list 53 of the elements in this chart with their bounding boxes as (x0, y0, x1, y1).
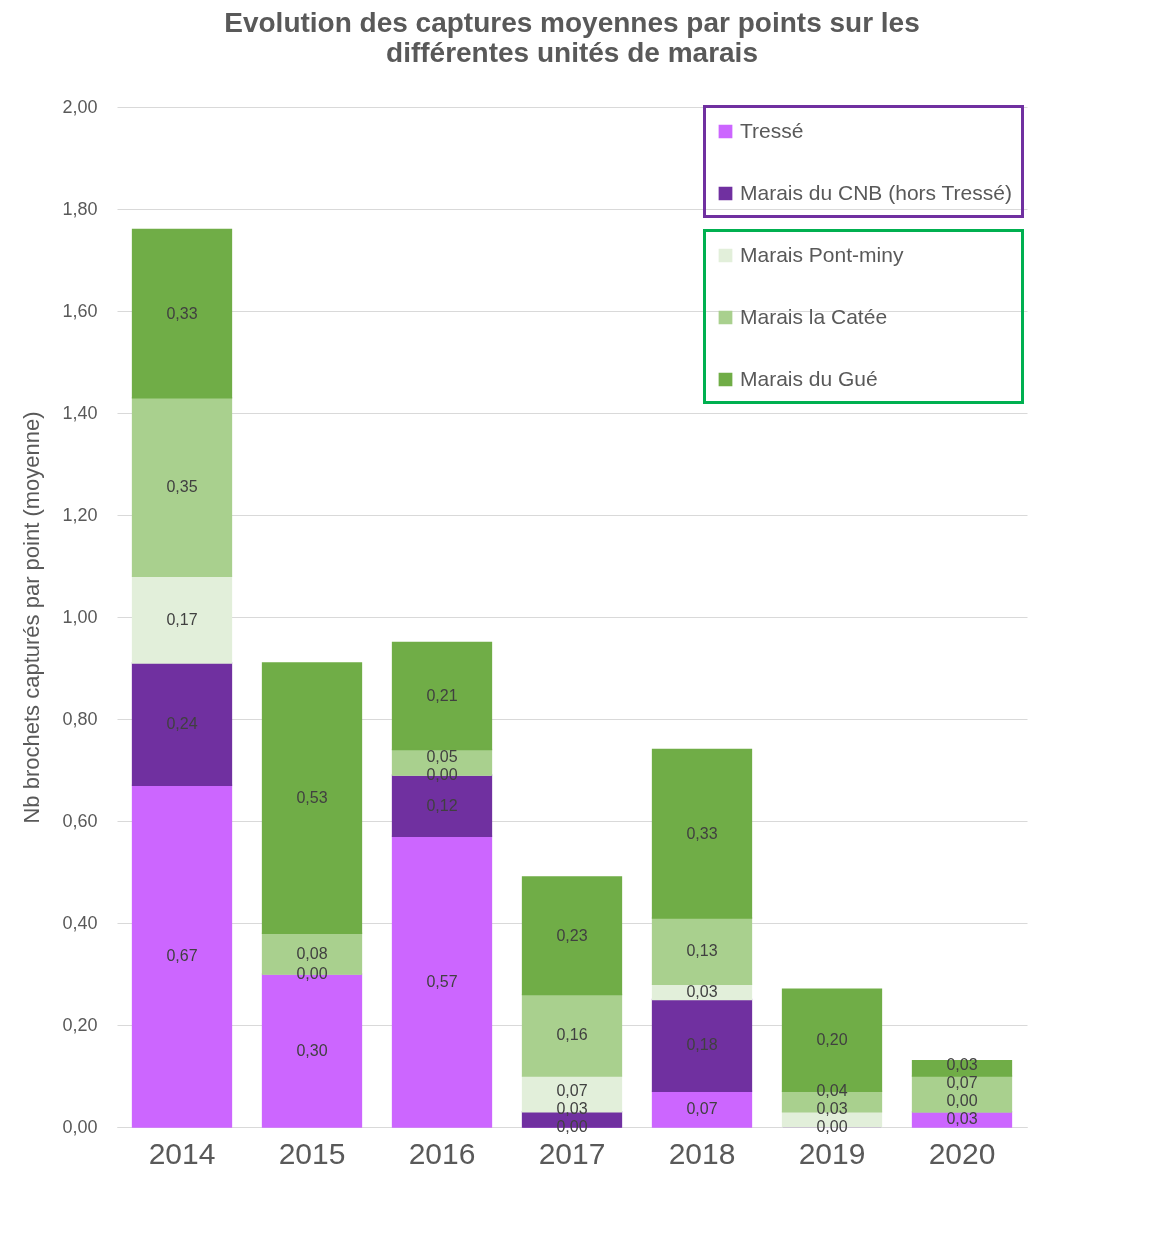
data-label: 0,17 (166, 610, 198, 628)
data-label: 0,67 (166, 947, 198, 965)
data-label: 0,07 (556, 1082, 588, 1099)
data-label: 0,24 (166, 715, 198, 733)
data-label: 0,57 (426, 972, 458, 990)
data-label: 0,35 (166, 477, 198, 495)
data-label: 0,07 (946, 1074, 978, 1092)
y-tick-label: 1,80 (62, 198, 98, 219)
legend-label: Marais Pont-miny (740, 242, 904, 266)
x-tick-label: 2017 (538, 1136, 606, 1170)
data-label: 0,13 (686, 942, 718, 960)
x-tick-label: 2014 (148, 1136, 216, 1170)
data-label: 0,16 (556, 1026, 588, 1044)
x-tick-label: 2016 (408, 1136, 476, 1170)
data-label: 0,12 (426, 796, 458, 814)
data-label: 0,33 (686, 824, 718, 842)
y-tick-label: 0,20 (62, 1014, 98, 1035)
chart-title: Evolution des captures moyennes par points sur les différentes unités de marais (224, 7, 920, 68)
data-label: 0,03 (556, 1100, 588, 1117)
y-tick-label: 2,00 (62, 96, 98, 117)
y-tick-label: 1,00 (62, 606, 98, 627)
data-label: 0,03 (686, 982, 718, 1000)
data-label: 0,00 (946, 1092, 978, 1110)
y-tick-label: 0,40 (62, 912, 98, 933)
data-label: 0,03 (946, 1110, 978, 1128)
data-label: 0,03 (816, 1100, 848, 1117)
y-tick-label: 0,60 (62, 810, 98, 831)
y-axis-title: Nb brochets capturés par point (moyenne) (19, 411, 45, 824)
x-tick-label: 2018 (668, 1136, 736, 1170)
x-tick-label: 2019 (798, 1136, 866, 1170)
y-tick-label: 0,00 (62, 1116, 98, 1137)
data-label: 0,08 (296, 944, 328, 962)
legend-label: Marais du Gué (740, 366, 878, 390)
data-label: 0,03 (946, 1056, 978, 1074)
legend-label: Marais la Catée (740, 304, 888, 328)
x-tick-label: 2020 (928, 1136, 996, 1170)
x-tick-label: 2015 (278, 1136, 346, 1170)
data-label: 0,00 (816, 1118, 848, 1135)
data-label: 0,53 (296, 789, 328, 807)
y-tick-label: 1,20 (62, 504, 98, 525)
data-label: 0,07 (686, 1100, 718, 1118)
y-tick-label: 1,60 (62, 300, 98, 321)
data-label: 0,21 (426, 687, 458, 705)
data-label: 0,18 (686, 1036, 718, 1054)
data-label: 0,23 (556, 926, 588, 944)
legend-label: Tressé (740, 118, 804, 142)
data-label: 0,30 (296, 1041, 328, 1059)
legend-label: Marais du CNB (hors Tressé) (740, 180, 1012, 204)
y-tick-label: 1,40 (62, 402, 98, 423)
data-label: 0,05 (426, 748, 458, 766)
y-tick-label: 0,80 (62, 708, 98, 729)
data-label: 0,33 (166, 304, 198, 322)
data-label: 0,20 (816, 1031, 848, 1049)
